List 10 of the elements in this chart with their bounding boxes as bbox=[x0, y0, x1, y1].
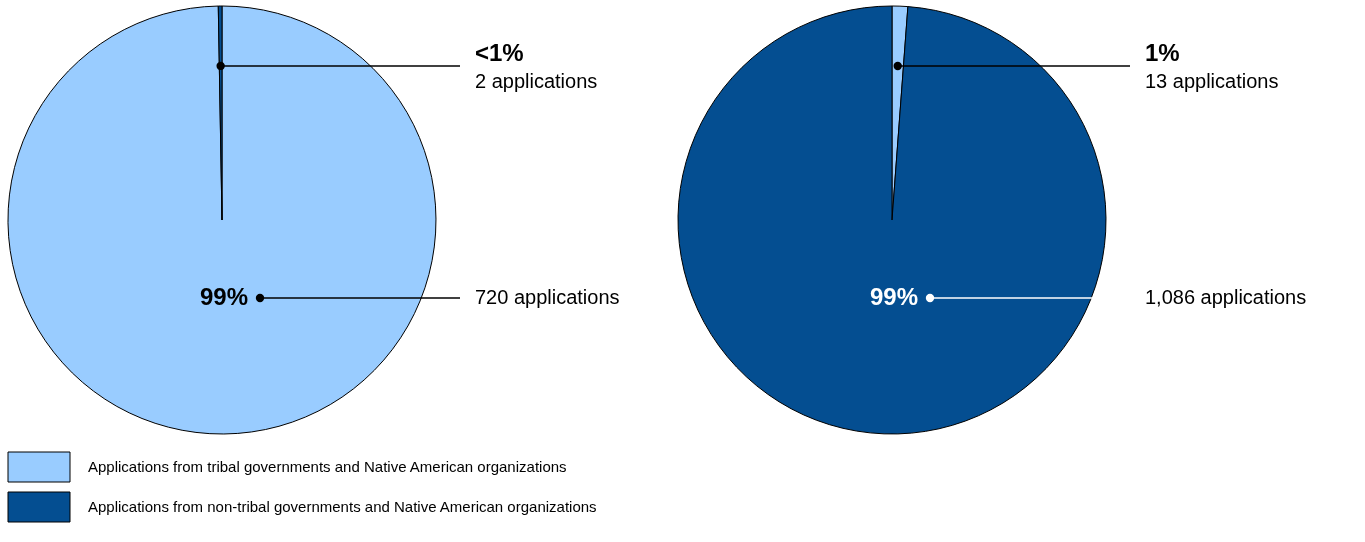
data-label: 1,086 applications bbox=[1145, 286, 1307, 308]
text: 1% bbox=[1145, 39, 1180, 67]
data-label: 720 applications bbox=[475, 286, 620, 308]
legend-label: Applications from tribal governments and Native American organizations bbox=[88, 458, 567, 475]
legend-label: Applications from non-tribal governments and Native American organizations bbox=[88, 498, 597, 515]
data-label: 2 applications bbox=[475, 69, 598, 92]
text: 99% bbox=[199, 283, 248, 310]
data-label: 13 applications bbox=[1145, 70, 1279, 93]
text: 99% bbox=[869, 283, 918, 310]
text: <1% bbox=[475, 38, 524, 66]
